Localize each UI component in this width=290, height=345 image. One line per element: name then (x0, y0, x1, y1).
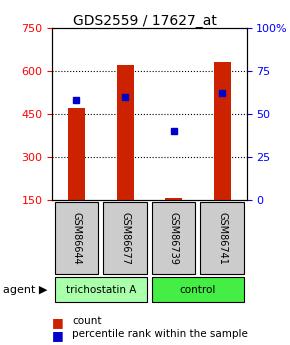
Text: GSM86741: GSM86741 (217, 211, 227, 265)
Text: trichostatin A: trichostatin A (66, 285, 136, 295)
Text: agent ▶: agent ▶ (3, 285, 47, 295)
Bar (117, 65, 134, 200)
Text: GDS2559 / 17627_at: GDS2559 / 17627_at (73, 14, 217, 28)
FancyBboxPatch shape (200, 201, 244, 275)
Text: percentile rank within the sample: percentile rank within the sample (72, 329, 248, 339)
Text: ■: ■ (52, 316, 64, 329)
FancyBboxPatch shape (55, 277, 147, 302)
Text: GSM86677: GSM86677 (120, 211, 130, 265)
Text: GSM86644: GSM86644 (72, 212, 81, 264)
FancyBboxPatch shape (152, 277, 244, 302)
Bar (214, 62, 231, 200)
Text: GSM86739: GSM86739 (169, 211, 179, 265)
FancyBboxPatch shape (152, 201, 195, 275)
FancyBboxPatch shape (55, 201, 98, 275)
FancyBboxPatch shape (103, 201, 147, 275)
Bar (165, 198, 182, 200)
Text: control: control (180, 285, 216, 295)
Text: ■: ■ (52, 329, 64, 343)
Text: count: count (72, 316, 102, 326)
Bar (68, 108, 85, 200)
